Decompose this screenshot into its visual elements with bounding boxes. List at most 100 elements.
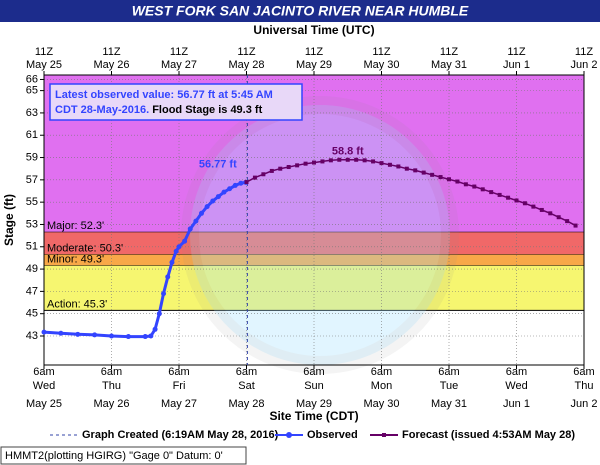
y-tick-label: 55 bbox=[26, 196, 38, 208]
x-tick-label: Thu bbox=[575, 380, 594, 392]
x2-tick-label: 11Z bbox=[440, 46, 458, 58]
x-tick-label: 6am bbox=[33, 366, 54, 378]
forecast-point bbox=[539, 207, 544, 212]
forecast-point bbox=[404, 166, 409, 171]
forecast-point bbox=[328, 158, 333, 163]
x2-tick-label: 11Z bbox=[237, 46, 255, 58]
x-tick-label: Sun bbox=[304, 380, 324, 392]
observed-point bbox=[165, 274, 171, 280]
info-flood-stage: Flood Stage is 49.3 ft bbox=[149, 104, 262, 116]
x-tick-label: May 28 bbox=[228, 398, 264, 410]
x2-tick-label: May 31 bbox=[431, 59, 467, 71]
y-tick-label: 43 bbox=[26, 330, 38, 342]
chart-title: WEST FORK SAN JACINTO RIVER NEAR HUMBLE bbox=[132, 3, 469, 19]
value-annotation: 58.8 ft bbox=[332, 146, 364, 158]
forecast-point bbox=[345, 157, 350, 162]
forecast-point bbox=[295, 163, 300, 168]
forecast-point bbox=[489, 190, 494, 195]
x-tick-label: Fri bbox=[173, 380, 186, 392]
observed-point bbox=[92, 332, 98, 338]
x-tick-label: May 26 bbox=[93, 398, 129, 410]
forecast-point bbox=[514, 198, 519, 203]
observed-point bbox=[142, 334, 148, 340]
x2-tick-label: 11Z bbox=[102, 46, 120, 58]
x2-axis-title: Universal Time (UTC) bbox=[253, 23, 374, 37]
observed-point bbox=[193, 218, 199, 224]
observed-point bbox=[109, 333, 114, 339]
forecast-point bbox=[269, 168, 274, 173]
forecast-point bbox=[413, 168, 418, 173]
x-tick-label: Jun 2 bbox=[571, 398, 598, 410]
forecast-point bbox=[506, 195, 511, 200]
legend-label: Forecast (issued 4:53AM May 28) bbox=[402, 429, 575, 441]
forecast-point bbox=[286, 165, 291, 170]
forecast-point bbox=[371, 159, 376, 164]
forecast-point bbox=[396, 164, 401, 169]
observed-point bbox=[187, 226, 193, 232]
forecast-point bbox=[463, 182, 468, 187]
forecast-point bbox=[447, 177, 451, 182]
forecast-point bbox=[556, 215, 561, 220]
observed-point bbox=[210, 198, 216, 204]
forecast-point bbox=[320, 159, 325, 164]
forecast-point bbox=[261, 172, 266, 177]
forecast-point bbox=[480, 187, 485, 192]
y-tick-label: 63 bbox=[26, 107, 38, 119]
forecast-point bbox=[362, 158, 367, 163]
x-tick-label: May 31 bbox=[431, 398, 467, 410]
forecast-point bbox=[387, 162, 392, 167]
legend-label: Graph Created (6:19AM May 28, 2016) bbox=[82, 429, 279, 441]
x2-tick-label: 11Z bbox=[170, 46, 188, 58]
forecast-point bbox=[421, 170, 426, 175]
x-tick-label: 6am bbox=[438, 366, 459, 378]
series-line bbox=[246, 159, 576, 227]
y-tick-label: 49 bbox=[26, 263, 38, 275]
legend-marker bbox=[382, 433, 386, 437]
forecast-point bbox=[531, 204, 536, 209]
x2-tick-label: Jun 1 bbox=[503, 59, 530, 71]
forecast-point bbox=[379, 161, 384, 166]
plot-area: Major: 52.3' Moderate: 50.3'Minor: 49.3' A… bbox=[43, 75, 585, 374]
x-tick-label: 6am bbox=[573, 366, 594, 378]
value-annotation: 56.77 ft bbox=[199, 158, 237, 170]
forecast-point bbox=[244, 180, 249, 185]
x-tick-label: Wed bbox=[33, 380, 55, 392]
observed-point bbox=[58, 330, 64, 336]
y-tick-label: 51 bbox=[26, 241, 38, 253]
forecast-point bbox=[430, 172, 435, 177]
forecast-point bbox=[278, 166, 283, 171]
footer-box bbox=[0, 446, 247, 465]
observed-point bbox=[238, 180, 244, 186]
forecast-point bbox=[472, 184, 477, 189]
x-tick-label: May 25 bbox=[26, 398, 62, 410]
info-date: CDT 28-May-2016. bbox=[55, 104, 149, 116]
forecast-point bbox=[252, 175, 257, 180]
observed-point bbox=[232, 182, 238, 188]
observed-point bbox=[156, 311, 162, 317]
x-axis-title: Site Time (CDT) bbox=[269, 409, 358, 423]
flood-label: Major: 52.3' bbox=[47, 220, 104, 232]
info-line: CDT 28-May-2016. Flood Stage is 49.3 ft bbox=[55, 104, 263, 116]
forecast-point bbox=[303, 161, 308, 166]
info-line: Latest observed value: 56.77 ft at 5:45 … bbox=[55, 89, 273, 101]
x2-tick-label: 11Z bbox=[35, 46, 53, 58]
x-tick-label: 6am bbox=[506, 366, 527, 378]
forecast-point bbox=[354, 157, 359, 162]
x-tick-label: Tue bbox=[440, 380, 459, 392]
forecast-point bbox=[337, 157, 342, 162]
observed-point bbox=[173, 248, 179, 254]
x-tick-label: Thu bbox=[102, 380, 121, 392]
y-tick-label: 65 bbox=[26, 85, 38, 97]
forecast-point bbox=[522, 201, 527, 206]
observed-point bbox=[199, 210, 204, 216]
plot-frame bbox=[43, 74, 585, 366]
flood-band bbox=[44, 254, 584, 266]
y-tick-label: 59 bbox=[26, 151, 38, 163]
y-tick-label: 45 bbox=[26, 308, 38, 320]
y-tick-label: 53 bbox=[26, 218, 38, 230]
x-tick-label: Mon bbox=[371, 380, 392, 392]
forecast-point bbox=[573, 223, 578, 228]
flood-label: Moderate: 50.3' bbox=[47, 242, 123, 254]
x2-tick-label: May 28 bbox=[228, 59, 264, 71]
